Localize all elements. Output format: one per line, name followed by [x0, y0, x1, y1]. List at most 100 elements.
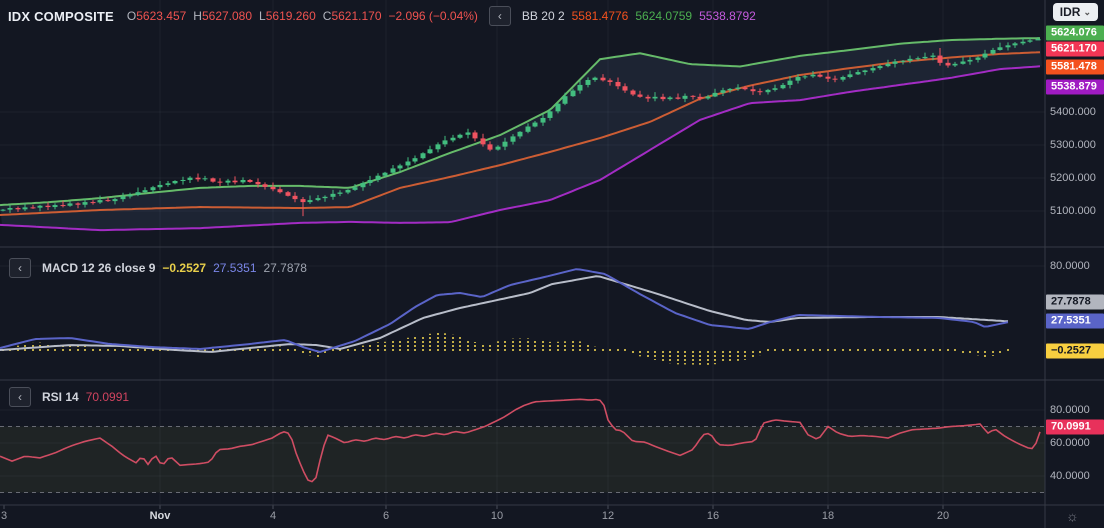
candle-body: [217, 181, 223, 183]
price-axis-chip: 5581.478: [1046, 59, 1104, 75]
bb-basis-value: 5581.4776: [571, 9, 629, 23]
candle-body: [112, 199, 118, 202]
candle-body: [795, 77, 801, 81]
candle-body: [1005, 45, 1011, 48]
currency-label: IDR: [1059, 5, 1081, 19]
candle-body: [622, 86, 628, 91]
candle-body: [585, 79, 591, 85]
candle-body: [900, 60, 906, 62]
candle-body: [292, 195, 298, 200]
candle-body: [592, 77, 598, 80]
candle-body: [45, 205, 51, 208]
candle-body: [705, 96, 711, 99]
candle-body: [547, 111, 553, 118]
candle-body: [337, 192, 343, 194]
bb-collapse-button[interactable]: ‹: [488, 6, 511, 26]
candle-body: [667, 97, 673, 100]
candle-body: [435, 144, 441, 150]
candle-body: [825, 76, 831, 79]
candle-body: [307, 200, 313, 203]
candle-body: [855, 72, 861, 75]
time-axis-label: 4: [269, 510, 277, 522]
candle-body: [135, 192, 141, 195]
candle-body: [577, 84, 583, 91]
bb-lower-value: 5538.8792: [699, 9, 756, 23]
candle-body: [262, 184, 268, 187]
ohlc-close: C5621.170: [322, 9, 382, 23]
candle-body: [232, 180, 238, 183]
candle-body: [870, 68, 876, 71]
candle-body: [637, 94, 643, 97]
ohlc-low: L5619.260: [259, 9, 316, 23]
time-axis-label: 6: [382, 510, 390, 522]
candle-body: [975, 57, 981, 60]
macd-axis-chip: −0.2527: [1046, 343, 1104, 359]
candle-body: [922, 56, 928, 59]
candle-body: [1035, 39, 1041, 41]
candle-body: [712, 92, 718, 97]
candle-body: [412, 158, 418, 162]
candle-body: [630, 90, 636, 95]
macd-axis-chip: 27.5351: [1046, 313, 1104, 329]
bb-upper-value: 5624.0759: [635, 9, 693, 23]
candle-body: [502, 141, 508, 147]
candle-body: [52, 205, 58, 208]
price-axis-label: 5200.000: [1050, 172, 1096, 184]
candle-body: [495, 146, 501, 150]
candle-body: [457, 134, 463, 138]
candle-body: [675, 97, 681, 99]
candle-body: [990, 49, 996, 54]
candle-body: [322, 196, 328, 199]
macd-collapse-button[interactable]: ‹: [9, 258, 31, 278]
candle-body: [892, 61, 898, 64]
time-axis-label: 12: [601, 510, 615, 522]
candle-body: [697, 96, 703, 99]
currency-selector-button[interactable]: IDR ⌄: [1052, 3, 1098, 21]
candle-body: [0, 209, 6, 211]
macd-label[interactable]: MACD 12 26 close 9: [42, 261, 156, 275]
candle-body: [510, 136, 516, 142]
time-axis-label: Nov: [149, 510, 171, 522]
candle-body: [487, 144, 493, 150]
bb-indicator-label[interactable]: BB 20 2: [521, 9, 565, 23]
candle-body: [615, 81, 621, 87]
candle-body: [22, 207, 28, 210]
price-axis-label: 5400.000: [1050, 106, 1096, 118]
candle-body: [600, 77, 606, 81]
time-axis-label: 10: [490, 510, 504, 522]
candle-body: [172, 180, 178, 184]
price-axis-label: 5100.000: [1050, 205, 1096, 217]
bollinger-basis-line: [0, 51, 1041, 216]
candle-body: [562, 96, 568, 104]
candle-body: [952, 63, 958, 66]
rsi-axis-chip: 70.0991: [1046, 419, 1104, 435]
candle-body: [690, 95, 696, 97]
theme-toggle-icon[interactable]: ☼: [1066, 508, 1079, 524]
candle-body: [90, 202, 96, 204]
candle-body: [757, 91, 763, 93]
candle-body: [472, 132, 478, 139]
candle-body: [465, 132, 471, 135]
candle-body: [802, 76, 808, 78]
candle-body: [607, 80, 613, 82]
rsi-label[interactable]: RSI 14: [42, 390, 79, 404]
candle-body: [555, 103, 561, 112]
candle-body: [37, 205, 43, 208]
candle-body: [517, 131, 523, 137]
candle-body: [352, 187, 358, 190]
candle-body: [772, 88, 778, 90]
candle-body: [540, 117, 546, 123]
candle-body: [645, 96, 651, 99]
candle-body: [877, 66, 883, 69]
change-value: −2.096 (−0.04%): [388, 9, 478, 23]
candle-body: [165, 183, 171, 185]
candle-body: [285, 192, 291, 196]
rsi-value: 70.0991: [85, 390, 130, 404]
candle-body: [570, 90, 576, 97]
candle-body: [915, 58, 921, 60]
candle-body: [427, 149, 433, 154]
rsi-collapse-button[interactable]: ‹: [9, 387, 31, 407]
ohlc-open: O5623.457: [126, 9, 187, 23]
